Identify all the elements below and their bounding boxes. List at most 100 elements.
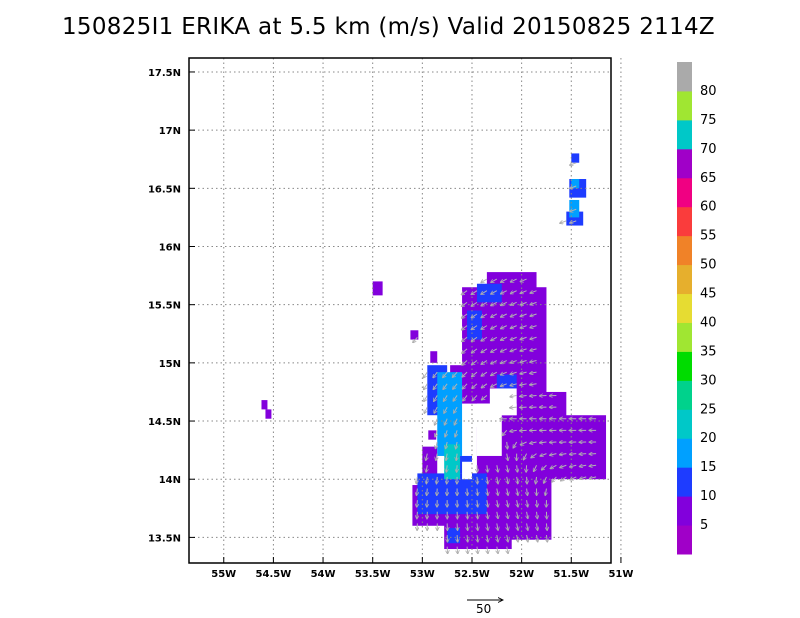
wind-vector bbox=[510, 337, 517, 340]
speed-cell-5 bbox=[516, 391, 567, 445]
wind-vector bbox=[537, 511, 538, 519]
wind-vector bbox=[435, 441, 437, 449]
y-tick-label: 14N bbox=[159, 475, 181, 486]
wind-vector bbox=[507, 453, 508, 461]
colorbar-label: 25 bbox=[700, 402, 717, 417]
y-tick-label: 16N bbox=[159, 243, 181, 254]
colorbar-label: 20 bbox=[700, 431, 717, 446]
wind-vector bbox=[500, 301, 507, 305]
wind-vector bbox=[507, 534, 508, 542]
wind-vector bbox=[481, 278, 488, 283]
wind-vector bbox=[544, 476, 547, 483]
wind-vector bbox=[549, 442, 557, 443]
wind-vector bbox=[443, 395, 448, 401]
wind-vector bbox=[541, 464, 547, 470]
wind-vector bbox=[481, 371, 488, 376]
wind-vector bbox=[510, 313, 517, 317]
colorbar-swatch bbox=[677, 177, 692, 208]
wind-vector bbox=[527, 500, 528, 507]
wind-vector bbox=[510, 290, 517, 294]
wind-vector bbox=[500, 313, 507, 317]
wind-vector bbox=[462, 360, 468, 366]
speed-cell-10 bbox=[476, 283, 502, 303]
wind-vector bbox=[491, 371, 498, 375]
wind-vector bbox=[507, 476, 508, 484]
wind-vector bbox=[530, 395, 537, 396]
colorbar-swatch bbox=[677, 496, 692, 526]
wind-vector bbox=[467, 511, 468, 519]
colorbar-swatch bbox=[677, 264, 692, 295]
wind-vector bbox=[424, 406, 428, 413]
wind-vector bbox=[510, 278, 517, 282]
wind-vector bbox=[500, 384, 507, 387]
colorbar-swatch bbox=[677, 90, 692, 121]
wind-vector bbox=[545, 488, 546, 496]
wind-vector bbox=[497, 465, 498, 472]
speed-cell-5 bbox=[261, 400, 268, 410]
wind-vector bbox=[487, 488, 488, 496]
colorbar-swatch bbox=[677, 206, 692, 237]
wind-vector bbox=[467, 546, 468, 554]
wind-vector bbox=[491, 325, 498, 329]
wind-vector bbox=[579, 465, 587, 466]
wind-vector bbox=[477, 535, 478, 542]
x-tick-label: 54W bbox=[311, 569, 336, 580]
wind-vector bbox=[487, 500, 488, 507]
wind-vector bbox=[477, 476, 478, 484]
wind-vector bbox=[497, 546, 498, 554]
wind-vector bbox=[520, 326, 527, 328]
wind-vector bbox=[467, 523, 468, 530]
wind-vector bbox=[436, 453, 437, 461]
speed-cell-5 bbox=[430, 351, 438, 363]
x-tick-label: 52.5W bbox=[454, 569, 490, 580]
wind-vector bbox=[500, 371, 507, 375]
wind-vector bbox=[445, 430, 447, 437]
colorbar-swatch bbox=[677, 438, 692, 468]
x-tick-label: 52W bbox=[509, 569, 534, 580]
wind-vector bbox=[487, 546, 488, 554]
wind-vector bbox=[444, 418, 448, 425]
wind-vector bbox=[477, 546, 478, 554]
wind-vector bbox=[517, 511, 518, 519]
x-tick-label: 51.5W bbox=[553, 569, 589, 580]
x-tick-label: 53.5W bbox=[355, 569, 391, 580]
colorbar-label: 75 bbox=[700, 113, 717, 128]
wind-vector bbox=[537, 523, 538, 530]
y-tick-label: 16.5N bbox=[148, 184, 181, 195]
wind-vector bbox=[530, 291, 537, 293]
missing-data-area bbox=[462, 461, 472, 480]
wind-vector bbox=[570, 209, 577, 211]
wind-vector bbox=[530, 337, 537, 339]
wind-vector bbox=[471, 290, 478, 295]
wind-vector bbox=[540, 454, 547, 457]
wind-vector bbox=[500, 325, 507, 329]
wind-vector bbox=[447, 476, 448, 484]
wind-vector bbox=[454, 418, 458, 425]
wind-vector bbox=[434, 395, 438, 401]
wind-vector bbox=[500, 290, 507, 294]
speed-cell-15 bbox=[571, 179, 580, 189]
wind-vector bbox=[462, 336, 468, 341]
wind-vector bbox=[427, 488, 428, 496]
wind-vector bbox=[502, 430, 508, 435]
wind-vector bbox=[500, 348, 507, 352]
wind-vector bbox=[500, 336, 507, 340]
wind-vector bbox=[471, 348, 478, 353]
colorbar-label: 35 bbox=[700, 344, 717, 359]
x-tick-label: 55W bbox=[211, 569, 236, 580]
colorbar-swatch bbox=[677, 119, 692, 150]
wind-vector bbox=[517, 488, 518, 496]
colorbar-swatch bbox=[677, 351, 692, 381]
x-tick-label: 54.5W bbox=[256, 569, 292, 580]
wind-vector bbox=[491, 383, 498, 387]
wind-vector bbox=[552, 476, 557, 482]
colorbar-swatch bbox=[677, 525, 692, 555]
wind-vector bbox=[481, 336, 488, 341]
wind-vector bbox=[520, 361, 527, 363]
vector-scale: 50 bbox=[467, 600, 503, 616]
wind-vector bbox=[471, 325, 478, 330]
wind-vector bbox=[507, 546, 508, 554]
colorbar: 5 10 15 20 25 30 35 40 45 50 55 60 65 70 75 80 bbox=[677, 62, 717, 555]
wind-vector bbox=[527, 511, 528, 519]
